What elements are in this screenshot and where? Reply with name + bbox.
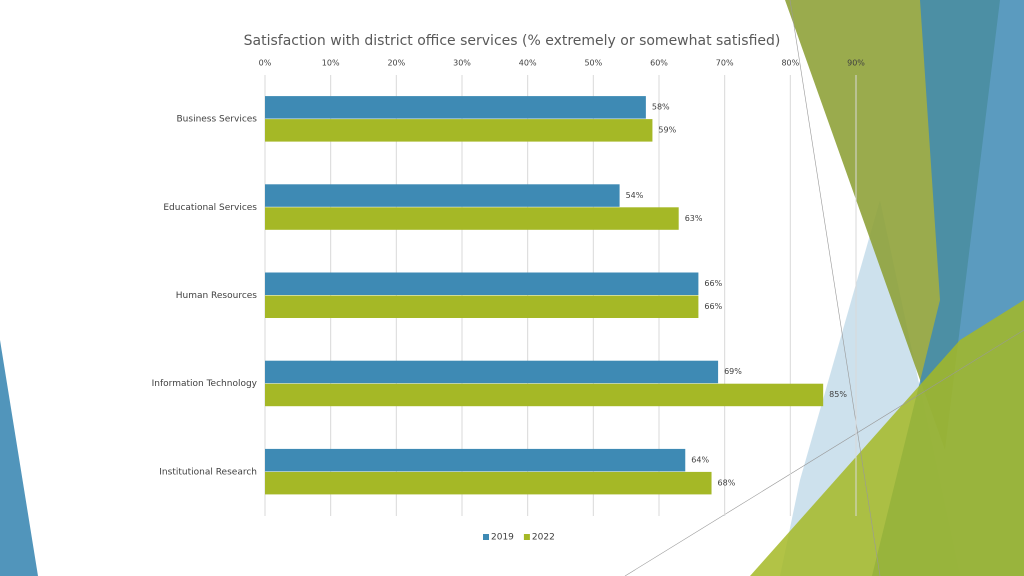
x-tick-label: 40% bbox=[519, 59, 537, 68]
data-label: 54% bbox=[626, 191, 644, 200]
x-tick-label: 30% bbox=[453, 59, 471, 68]
x-tick-label: 70% bbox=[716, 59, 734, 68]
y-tick-label: Educational Services bbox=[163, 203, 257, 213]
y-tick-label: Information Technology bbox=[152, 379, 258, 389]
green-shape bbox=[750, 300, 1024, 576]
chart-title: Satisfaction with district office servic… bbox=[244, 33, 781, 49]
deco-line bbox=[624, 329, 1024, 576]
x-tick-label: 90% bbox=[847, 59, 865, 68]
y-tick-label: Institutional Research bbox=[159, 467, 257, 477]
data-label: 68% bbox=[718, 478, 736, 487]
data-label: 59% bbox=[658, 126, 676, 135]
bar bbox=[265, 295, 699, 318]
data-label: 63% bbox=[685, 214, 703, 223]
data-label: 66% bbox=[704, 279, 722, 288]
bar bbox=[265, 471, 712, 495]
data-label: 58% bbox=[652, 103, 670, 112]
x-tick-label: 50% bbox=[584, 59, 602, 68]
bar bbox=[265, 184, 620, 207]
data-label: 66% bbox=[704, 302, 722, 311]
bar bbox=[265, 360, 719, 384]
data-label: 85% bbox=[829, 390, 847, 399]
y-tick-label: Human Resources bbox=[176, 291, 258, 301]
legend-label: 2019 bbox=[491, 533, 514, 543]
legend-swatch bbox=[483, 534, 489, 540]
legend-label: 2022 bbox=[532, 533, 555, 543]
bar bbox=[265, 383, 824, 407]
left-sliver bbox=[0, 340, 38, 576]
x-tick-label: 80% bbox=[781, 59, 799, 68]
deco-line bbox=[789, 0, 881, 576]
bar bbox=[265, 272, 699, 295]
bar bbox=[265, 207, 679, 230]
x-tick-label: 10% bbox=[322, 59, 340, 68]
data-label: 64% bbox=[691, 455, 709, 464]
data-label: 69% bbox=[724, 367, 742, 376]
x-tick-label: 20% bbox=[387, 59, 405, 68]
legend-swatch bbox=[523, 534, 530, 540]
x-tick-label: 0% bbox=[259, 59, 272, 68]
x-tick-label: 60% bbox=[650, 59, 668, 68]
bar bbox=[265, 119, 653, 142]
bar bbox=[265, 448, 686, 472]
y-tick-label: Business Services bbox=[177, 115, 258, 125]
bar bbox=[265, 96, 646, 119]
